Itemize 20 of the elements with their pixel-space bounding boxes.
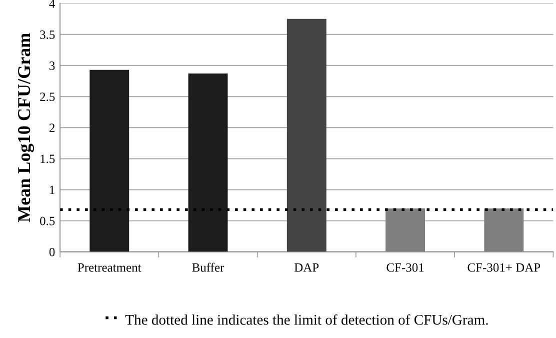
x-tick-label: CF-301+ DAP xyxy=(468,263,540,272)
bar xyxy=(484,208,524,252)
y-tick-label: 0.5 xyxy=(40,216,55,226)
y-tick-label: 0 xyxy=(49,248,55,256)
x-tick-label: CF-301 xyxy=(386,263,424,272)
x-tick-label: Pretreatment xyxy=(78,263,142,272)
y-tick-label: 2.5 xyxy=(40,92,55,102)
bar xyxy=(188,74,228,252)
x-tick-label: Buffer xyxy=(192,262,224,272)
bar xyxy=(386,208,425,252)
bar xyxy=(286,18,326,252)
y-tick-label: 2 xyxy=(49,124,54,132)
y-axis-title: Mean Log10 CFU/Gram xyxy=(18,33,34,222)
y-tick-label: 1 xyxy=(50,186,54,194)
y-tick-label: 1.5 xyxy=(40,154,55,164)
x-tick-label: DAP xyxy=(294,263,319,272)
text: The dotted line indicates the limit of detection of CFUs/Gram. xyxy=(125,314,488,325)
bar xyxy=(90,70,130,252)
y-tick-label: 3.5 xyxy=(40,30,55,39)
y-tick-label: 3 xyxy=(50,62,55,70)
